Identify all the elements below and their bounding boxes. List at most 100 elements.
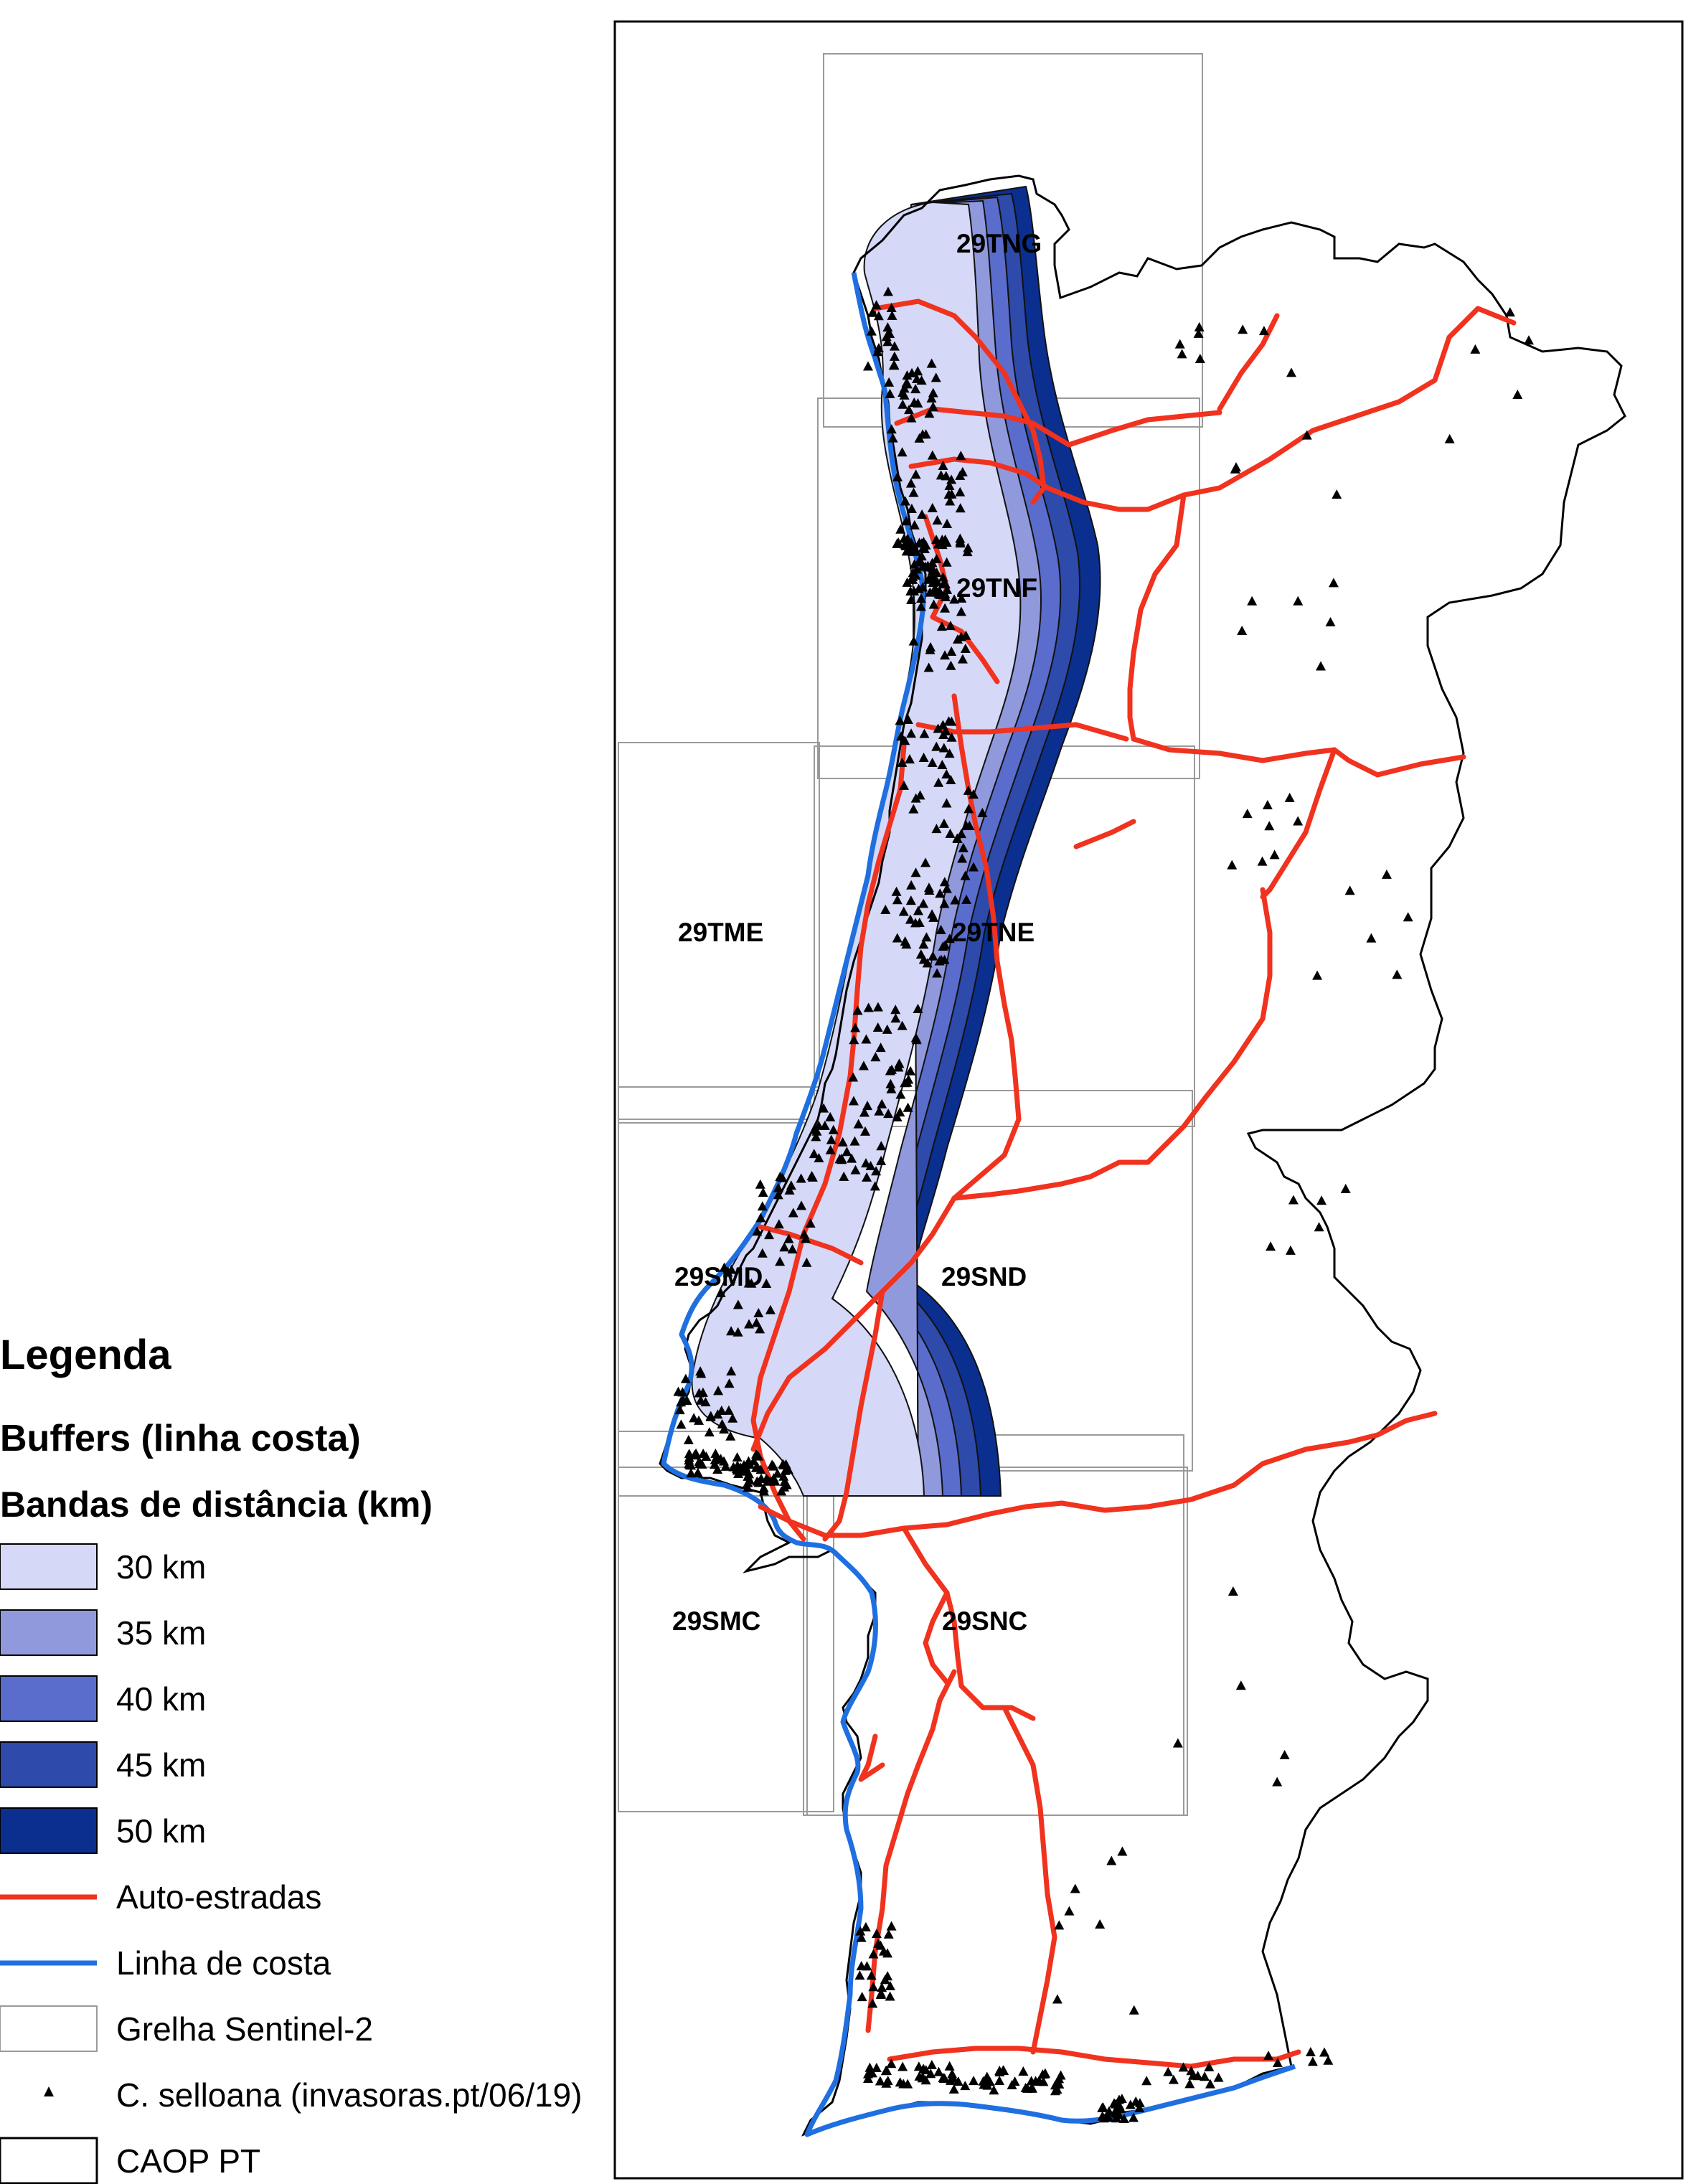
occurrence-point xyxy=(1284,792,1295,802)
occurrence-point xyxy=(940,592,951,602)
occurrence-point xyxy=(1470,344,1481,354)
occurrence-point xyxy=(873,342,884,352)
tile-label-29snc: 29SNC xyxy=(942,1606,1027,1636)
occurrence-point xyxy=(1112,2109,1123,2119)
occurrence-point xyxy=(689,1413,699,1423)
occurrence-point xyxy=(939,954,950,964)
occurrence-point xyxy=(1235,1680,1246,1690)
occurrence-point xyxy=(941,798,952,808)
occurrence-point xyxy=(905,895,916,905)
occurrence-point xyxy=(875,1042,886,1053)
occurrence-point xyxy=(867,307,878,317)
occurrence-point xyxy=(928,912,939,922)
occurrence-point xyxy=(710,1459,720,1469)
occurrence-point xyxy=(941,769,952,779)
occurrence-point xyxy=(891,886,902,896)
occurrence-point xyxy=(779,1242,790,1252)
occurrence-point xyxy=(957,853,968,863)
occurrence-point xyxy=(917,509,928,519)
occurrence-point xyxy=(957,466,968,476)
occurrence-point xyxy=(883,1929,894,1939)
occurrence-point xyxy=(889,341,900,351)
occurrence-point xyxy=(897,399,908,409)
occurrence-point xyxy=(1332,489,1342,499)
occurrence-point xyxy=(897,757,908,767)
occurrence-point xyxy=(1054,2079,1065,2089)
occurrence-point xyxy=(684,1449,694,1459)
occurrence-point xyxy=(1213,2072,1224,2082)
occurrence-point xyxy=(1263,2051,1274,2061)
occurrence-point xyxy=(697,1387,708,1397)
occurrence-point xyxy=(942,518,953,528)
legend-swatch-30km xyxy=(0,1543,98,1590)
occurrence-point xyxy=(944,2061,955,2071)
occurrence-point xyxy=(1195,353,1205,363)
occurrence-point xyxy=(994,2075,1005,2085)
occurrence-point xyxy=(1194,321,1205,331)
occurrence-point xyxy=(928,599,939,609)
occurrence-point xyxy=(872,1022,883,1032)
occurrence-point xyxy=(751,1317,762,1327)
occurrence-point xyxy=(732,1452,743,1462)
occurrence-point xyxy=(1111,2099,1121,2109)
legend-swatch-35km xyxy=(0,1609,98,1656)
occurrence-point xyxy=(732,1299,743,1309)
occurrence-point xyxy=(910,793,921,803)
occurrence-point xyxy=(952,634,963,644)
occurrence-point xyxy=(1052,1994,1062,2004)
occurrence-point xyxy=(695,1395,706,1405)
occurrence-point xyxy=(877,1098,887,1109)
occurrence-point xyxy=(882,1971,893,1981)
tile-label-29tne: 29TNE xyxy=(952,918,1035,947)
occurrence-point xyxy=(927,450,938,460)
occurrence-point xyxy=(918,939,929,949)
occurrence-point xyxy=(725,1431,736,1441)
occurrence-point xyxy=(940,940,951,950)
occurrence-point xyxy=(1288,1195,1299,1205)
occurrence-point xyxy=(926,573,937,583)
occurrence-point xyxy=(1007,2079,1017,2089)
occurrence-point xyxy=(914,433,925,443)
occurrence-point xyxy=(1103,2112,1114,2122)
occurrence-point xyxy=(890,1004,901,1015)
occurrence-point xyxy=(887,1064,897,1074)
occurrence-point xyxy=(945,621,956,631)
occurrence-point xyxy=(847,1153,857,1163)
occurrence-point xyxy=(1307,2056,1318,2066)
occurrence-point xyxy=(848,1072,859,1082)
occurrence-point xyxy=(852,1005,863,1015)
occurrence-point xyxy=(1097,2103,1108,2113)
occurrence-point xyxy=(732,1327,743,1337)
occurrence-point xyxy=(989,2085,999,2095)
occurrence-point xyxy=(897,1020,908,1030)
occurrence-point xyxy=(905,478,916,488)
occurrence-point xyxy=(914,918,925,928)
occurrence-point xyxy=(837,1136,848,1147)
occurrence-point xyxy=(906,537,917,547)
occurrence-point xyxy=(969,2076,979,2086)
occurrence-point xyxy=(1269,849,1280,860)
tile-label-29tnf: 29TNF xyxy=(956,573,1037,603)
occurrence-point xyxy=(866,1970,877,1980)
occurrence-point xyxy=(704,1427,715,1437)
occurrence-point xyxy=(943,489,954,499)
occurrence-point xyxy=(927,757,938,767)
occurrence-point xyxy=(911,1035,922,1045)
occurrence-point xyxy=(909,519,920,529)
occurrence-point xyxy=(862,1101,873,1111)
occurrence-point xyxy=(952,833,963,843)
occurrence-point xyxy=(1504,307,1515,317)
occurrence-point xyxy=(1444,433,1455,443)
coastline xyxy=(661,272,1296,2137)
occurrence-point xyxy=(962,547,973,557)
occurrence-point xyxy=(825,1144,836,1154)
occurrence-point xyxy=(897,387,908,397)
occurrence-point xyxy=(926,358,937,368)
occurrence-point xyxy=(892,933,903,943)
occurrence-point xyxy=(1512,390,1523,400)
occurrence-point xyxy=(867,2068,877,2078)
c-selloana-points xyxy=(673,286,1535,2123)
occurrence-point xyxy=(909,585,920,596)
occurrence-point xyxy=(938,818,949,828)
